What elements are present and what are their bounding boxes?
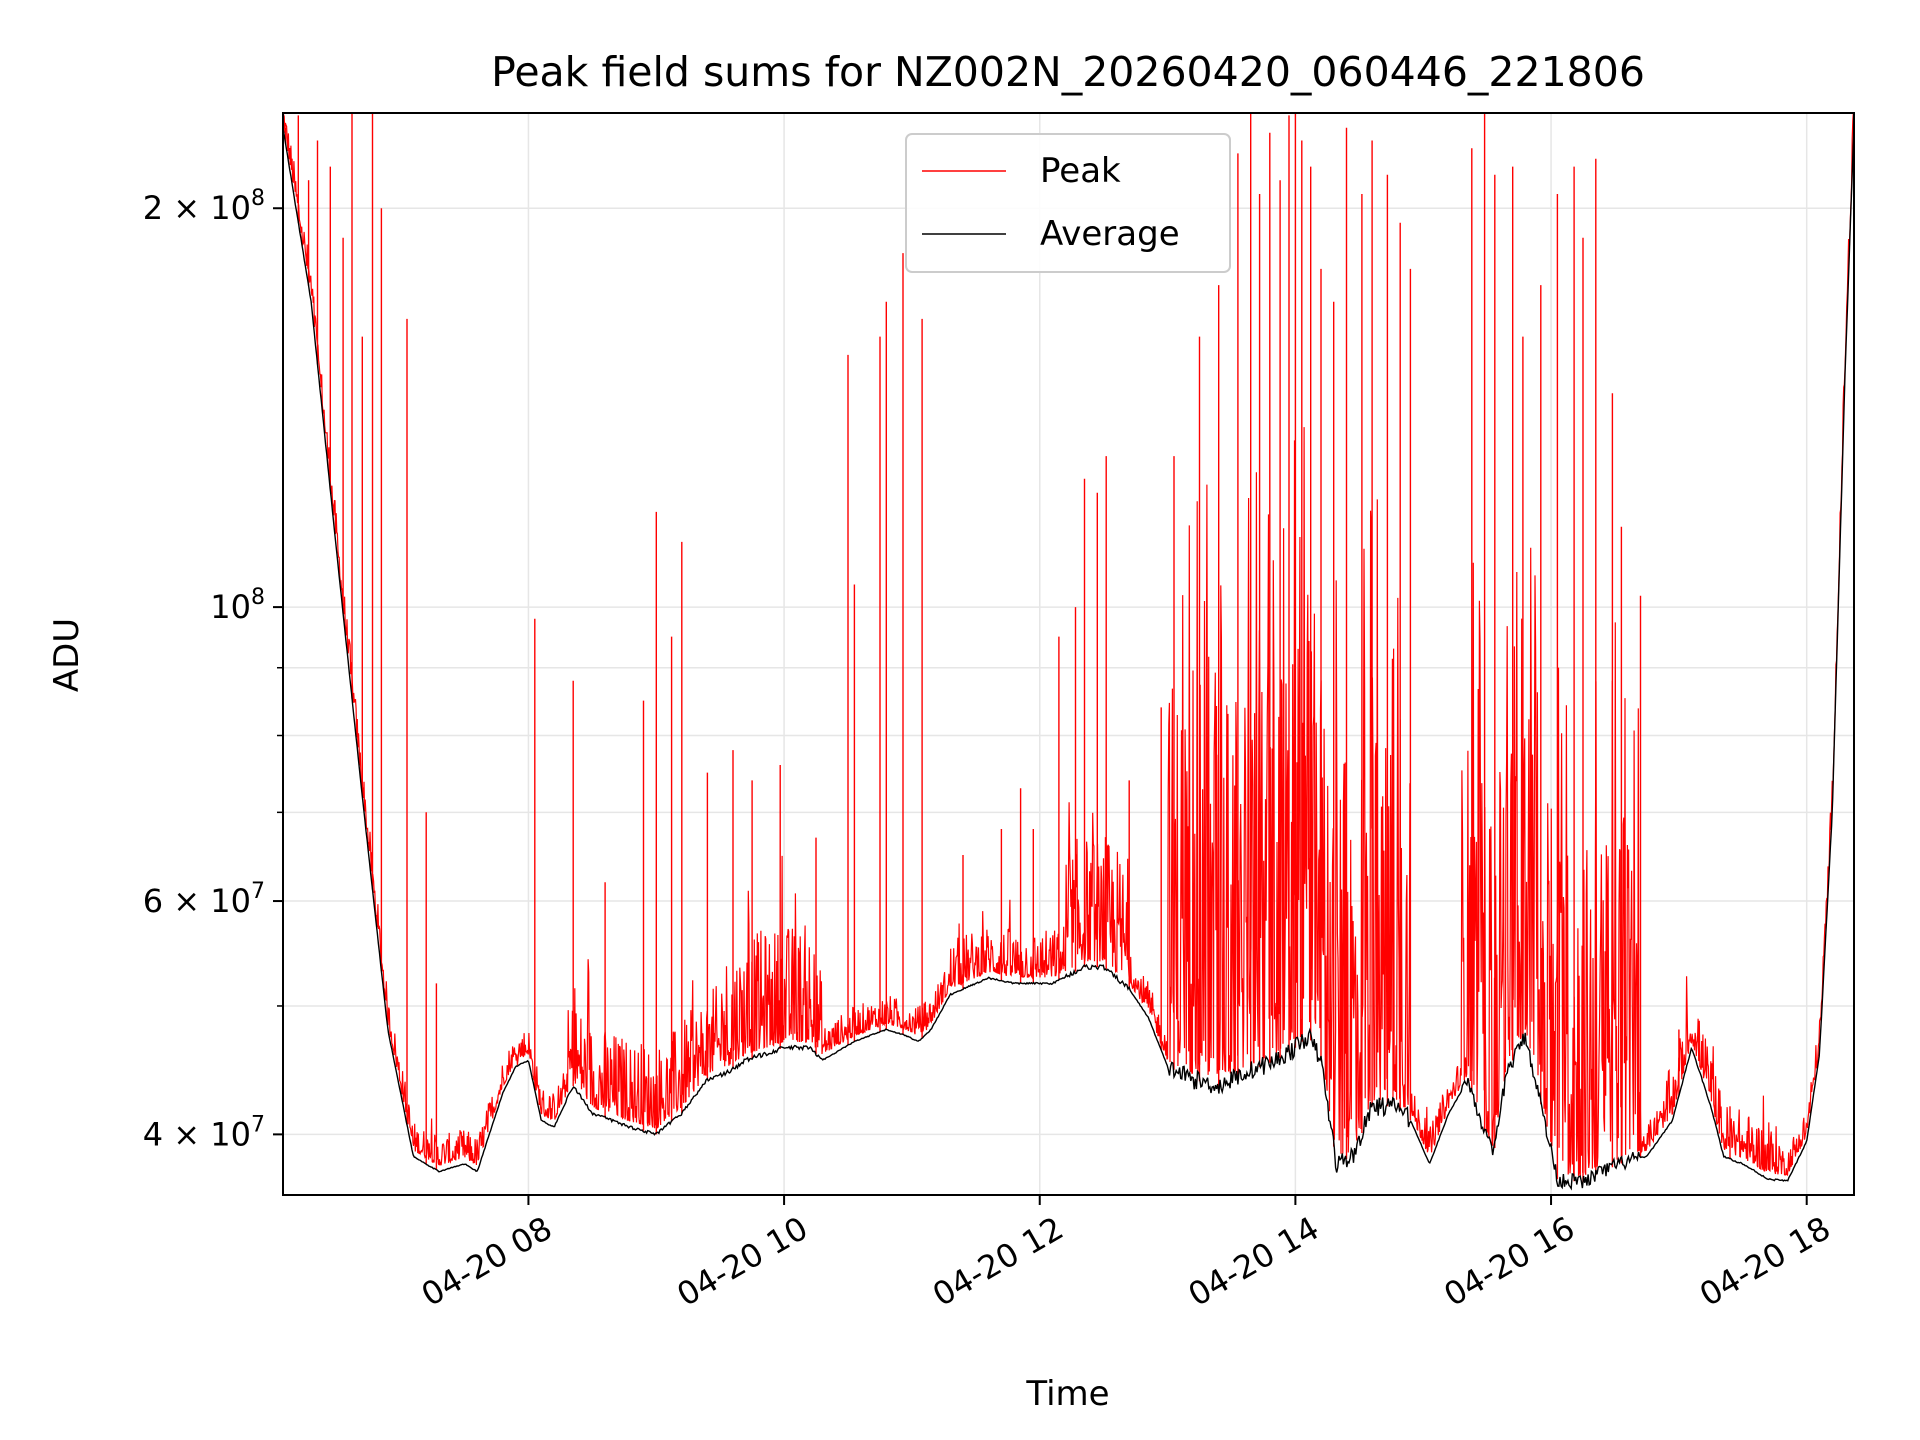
y-tick-label: 6 × 107 [143, 879, 265, 920]
plot-frame [282, 112, 1855, 1196]
y-tick-label: 4 × 107 [143, 1112, 265, 1153]
legend-box [905, 133, 1231, 273]
series-layer [283, 113, 1854, 1191]
series-average-line [283, 123, 1854, 1191]
chart-title: Peak field sums for NZ002N_20260420_0604… [491, 48, 1645, 96]
x-axis-label: Time [1025, 1374, 1109, 1414]
legend: Peak Average [905, 133, 1231, 273]
y-axis-label: ADU [47, 618, 87, 692]
legend-label-average: Average [1040, 214, 1180, 254]
legend-label-peak: Peak [1040, 151, 1121, 191]
series-peak-line [283, 113, 1854, 1177]
y-tick-label: 2 × 108 [143, 186, 265, 227]
